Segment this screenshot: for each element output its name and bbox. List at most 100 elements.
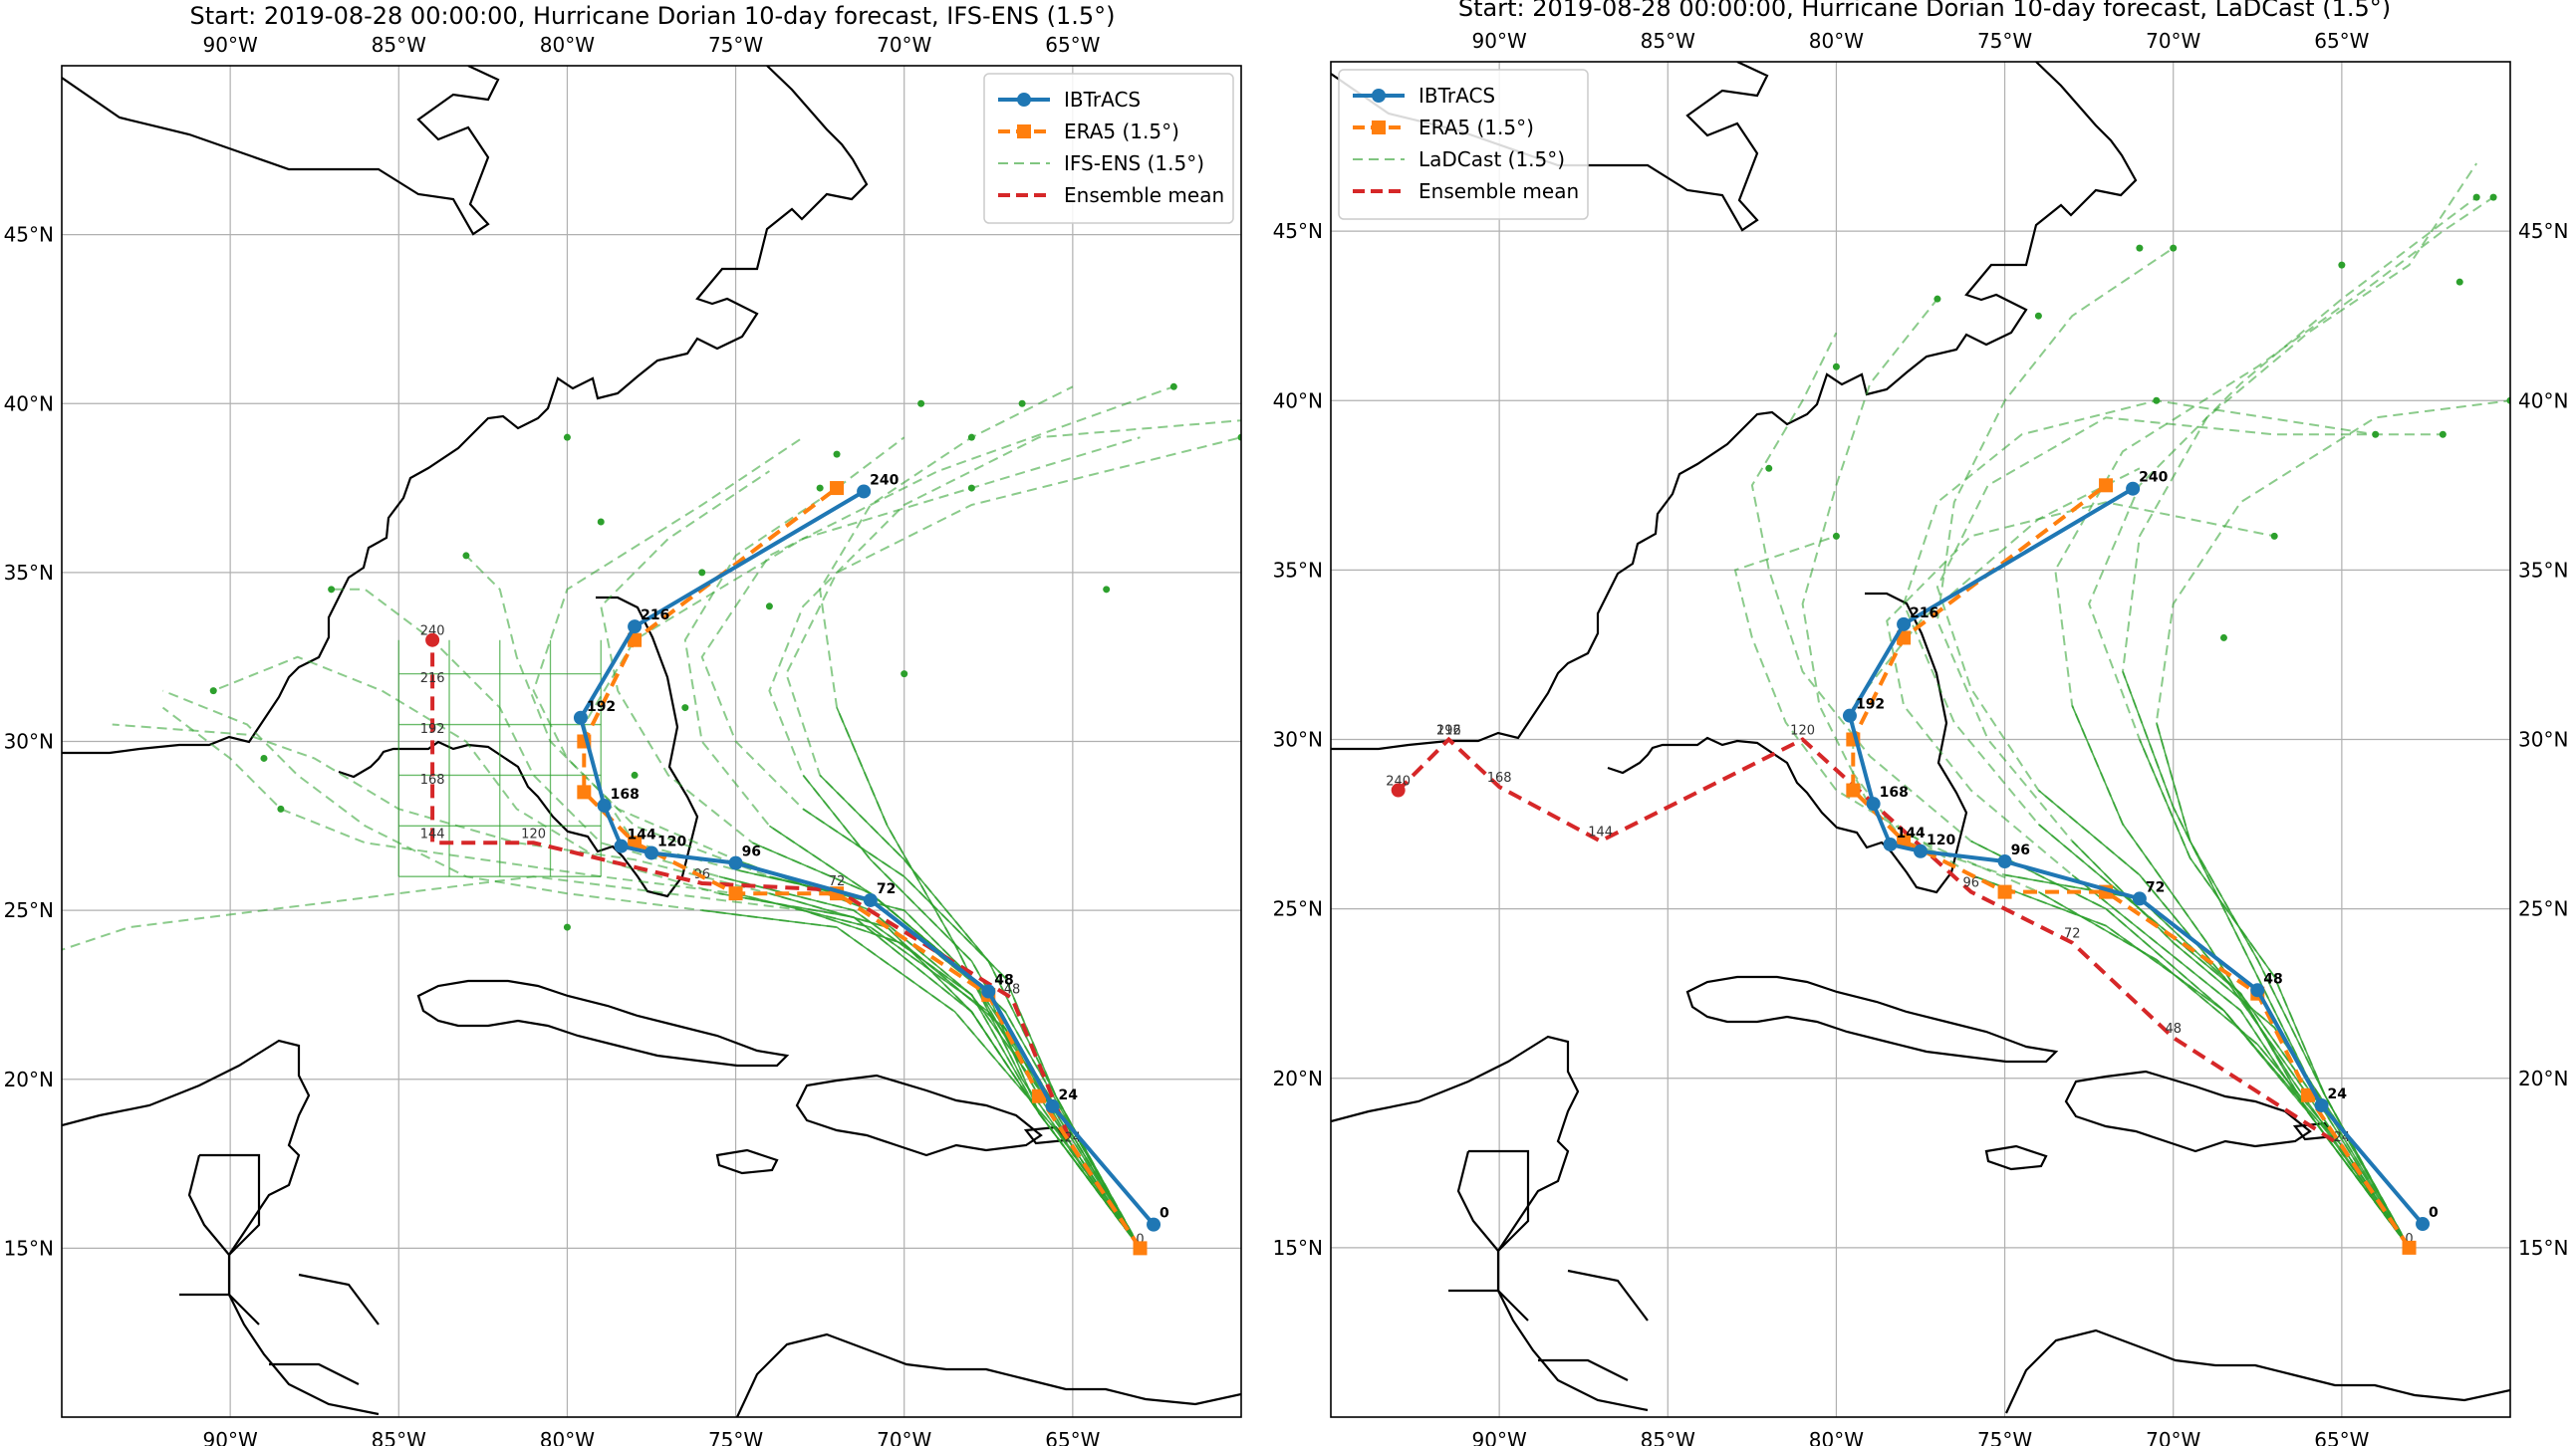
lat-tick-label-left: 15°N (1273, 1236, 1323, 1260)
north-america-coastline (1331, 62, 2138, 1412)
lat-tick-label-right: 40°N (2518, 388, 2568, 412)
central-america-borders (1448, 1149, 1649, 1381)
legend-label: ERA5 (1.5°) (1418, 116, 1534, 139)
ensemble-member-early-segment (2071, 705, 2411, 1249)
ensemble-member-endpoint (563, 923, 571, 931)
era5-line (1851, 483, 2412, 1250)
lon-tick-label-bottom: 90°W (1472, 1428, 1527, 1446)
lon-tick-label-top: 90°W (203, 33, 258, 57)
era5-line (582, 486, 1143, 1250)
ibtracs-marker (1883, 837, 1898, 851)
ensemble-mean-hour-label: 72 (829, 874, 846, 889)
ibtracs-marker (1045, 1098, 1060, 1113)
ensemble-member-endpoint (2439, 430, 2447, 438)
ensemble-member-endpoint (2372, 430, 2380, 438)
ensemble-member-track (700, 385, 1174, 1249)
north-america-coastline (62, 66, 869, 1416)
ensemble-mean-hour-label: 120 (521, 827, 546, 842)
ibtracs-marker (644, 845, 658, 860)
jamaica-coastline (1984, 1144, 2048, 1171)
era5-marker (830, 481, 845, 496)
era5-marker (1846, 783, 1861, 798)
ensemble-member-track (785, 436, 1241, 1249)
ensemble-member-early-segment (1970, 840, 2411, 1249)
ensemble-member-endpoint (1018, 399, 1026, 407)
lat-tick-label-right: 45°N (2518, 219, 2568, 243)
ensemble-member-early-segment (2071, 841, 2411, 1249)
lat-tick-label-left: 20°N (4, 1068, 54, 1091)
map-frame (1330, 61, 2511, 1418)
ensemble-member-early-segment (2122, 671, 2411, 1249)
lat-tick-label-left: 45°N (4, 223, 54, 247)
lat-tick-label-right: 30°N (2518, 728, 2568, 752)
ensemble-mean-hour-label: 216 (1436, 724, 1461, 739)
ensemble-member-endpoint (765, 602, 773, 610)
legend-label: IBTrACS (1064, 88, 1141, 112)
legend-label: Ensemble mean (1064, 183, 1224, 207)
ensemble-member-endpoint (2219, 633, 2227, 641)
legend-box (1338, 69, 1589, 220)
ibtracs-marker (728, 855, 743, 870)
ensemble-member-endpoint (2455, 278, 2463, 286)
ensemble-member-track (819, 385, 1142, 1249)
coastlines (62, 66, 1241, 1417)
ibtracs-hour-label: 96 (742, 844, 761, 860)
ibtracs-marker (628, 619, 643, 634)
ensemble-mean-end-marker (1391, 783, 1406, 798)
ibtracs-marker (2250, 983, 2265, 998)
ibtracs-hour-label: 0 (2429, 1205, 2439, 1221)
ibtracs-marker (1147, 1217, 1161, 1232)
legend-label: IFS-ENS (1.5°) (1064, 151, 1204, 175)
lon-tick-label-bottom: 90°W (203, 1428, 258, 1446)
lat-tick-label-left: 40°N (4, 391, 54, 415)
gridlines (1331, 62, 2510, 1417)
lat-tick-label-left: 30°N (1273, 728, 1323, 752)
era5-marker (1997, 884, 2012, 899)
ensemble-member-endpoint (631, 771, 639, 779)
ensemble-member-endpoint (563, 433, 571, 441)
ensemble-member-early-segment (2071, 873, 2411, 1249)
hispaniola-coastline (795, 1074, 1043, 1157)
legend: IBTrACS ERA5 (1.5°) LaDCast (1.5°) Ensemble… (1338, 69, 1589, 220)
ensemble-member-endpoint (967, 433, 975, 441)
ensemble-mean-hour-label: 240 (420, 624, 445, 639)
ensemble-member-track (212, 655, 1142, 1249)
ensemble-mean-hour-label: 192 (420, 722, 445, 737)
lon-tick-label-top: 75°W (1977, 29, 2032, 53)
ensemble-mean-hour-label: 144 (1588, 826, 1613, 841)
legend-box (983, 73, 1234, 224)
legend-label: IBTrACS (1418, 84, 1495, 108)
ensemble-mean-hour-label: 72 (2064, 927, 2081, 942)
ensemble-mean-hour-label: 168 (1487, 771, 1512, 786)
era5-marker (1133, 1241, 1148, 1256)
lon-tick-label-top: 70°W (2146, 29, 2200, 53)
lat-tick-label-right: 25°N (2518, 897, 2568, 921)
coastlines (1331, 62, 2510, 1414)
ensemble-mean-hour-label: 0 (2405, 1232, 2413, 1247)
era5-marker (628, 836, 643, 850)
ensemble-member-endpoint (816, 484, 824, 492)
ibtracs-marker (2314, 1097, 2329, 1112)
ensemble-member-early-segment (752, 842, 1142, 1249)
ibtracs-hour-label: 168 (611, 787, 640, 803)
ibtracs-marker (1866, 797, 1881, 812)
era5-marker (1897, 630, 1912, 645)
legend-marker (1372, 89, 1386, 103)
ensemble-member-endpoint (1832, 362, 1840, 370)
ensemble-member-endpoint (462, 552, 470, 560)
ibtracs-hour-label: 192 (1856, 697, 1885, 713)
panel-title: Start: 2019-08-28 00:00:00, Hurricane Do… (189, 2, 1115, 30)
ibtracs-hour-label: 24 (1059, 1087, 1079, 1103)
lon-tick-label-top: 65°W (1045, 33, 1100, 57)
lat-tick-label-left: 30°N (4, 730, 54, 754)
ensemble-member-early-segment (836, 707, 1142, 1249)
panel-title: Start: 2019-08-28 00:00:00, Hurricane Do… (1458, 0, 2391, 22)
south-america-coastline (736, 1332, 1241, 1417)
ensemble-member-endpoint (1832, 532, 1840, 540)
ibtracs-marker (597, 798, 612, 813)
ibtracs-line (578, 489, 1156, 1226)
ibtracs-marker (573, 710, 588, 725)
ensemble-member-track (62, 875, 1142, 1249)
ensemble-member-early-segment (2038, 890, 2411, 1249)
ensemble-member-early-segment (2037, 789, 2411, 1249)
